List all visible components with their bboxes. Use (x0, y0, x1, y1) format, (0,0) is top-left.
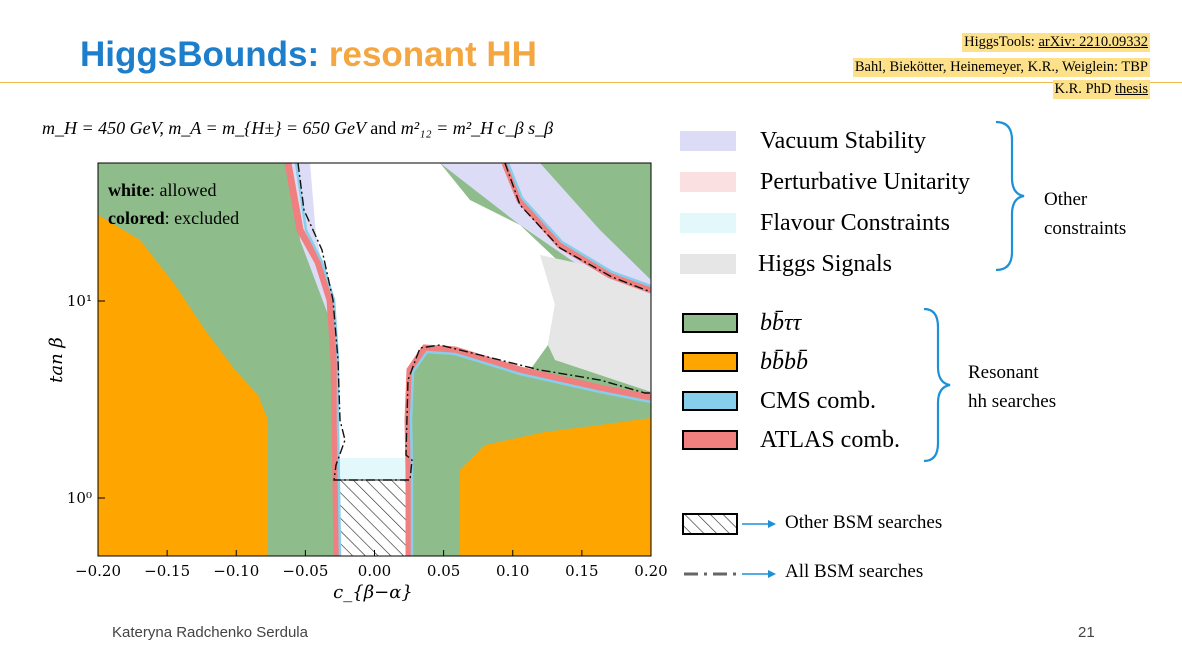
legend-swatch (680, 130, 736, 151)
y-tick-label: 10⁰ (67, 489, 92, 507)
annotation-colored: colored (108, 208, 165, 228)
brace-label-line: Resonant (968, 362, 1039, 383)
legend-label: Perturbative Unitarity (760, 168, 970, 195)
thesis-link[interactable]: thesis (1114, 81, 1148, 97)
cms-contour-left (294, 163, 342, 556)
allowed-region (310, 163, 555, 480)
x-tick-label: −0.05 (282, 562, 328, 580)
x-tick-label: −0.20 (75, 562, 121, 580)
legend-item: Perturbative Unitarity (680, 161, 970, 202)
hatch-icon (682, 513, 738, 535)
formula-and: and (370, 118, 397, 138)
slide-title: HiggsBounds: resonant HH (80, 32, 537, 78)
bbbb-region-right (460, 418, 651, 556)
brace-label-line: Other (1044, 189, 1088, 210)
x-tick-label: −0.10 (213, 562, 259, 580)
arxiv-link[interactable]: arXiv: 2210.09332 (1038, 34, 1148, 50)
title-part-1: HiggsBounds: (80, 35, 320, 74)
legend-label: bb̄ττ (760, 309, 802, 336)
legend-swatch (680, 171, 736, 192)
legend-swatch (682, 429, 738, 450)
other-constraints-label: Other constraints (1044, 185, 1126, 243)
atlas-contour-right (404, 344, 651, 556)
brace-other-icon (995, 120, 1025, 272)
reference-prefix: K.R. PhD (1054, 81, 1115, 97)
legend-swatch (682, 312, 738, 333)
legend-label: ATLAS comb. (760, 426, 900, 453)
reference-line-2: Bahl, Biekötter, Heinemeyer, K.R., Weigl… (852, 58, 1150, 77)
formula-mh: m_H = 450 GeV (42, 118, 160, 138)
all-bsm-label: All BSM searches (785, 561, 924, 582)
legend-swatch (682, 351, 738, 372)
reference-line-1: HiggsTools: arXiv: 2210.09332 (962, 33, 1150, 52)
footer-author: Kateryna Radchenko Serdula (112, 624, 308, 641)
annotation-colored-text: : excluded (164, 208, 240, 228)
legend-label: Higgs Signals (758, 250, 893, 277)
legend-item: ATLAS comb. (682, 420, 900, 459)
resonant-searches-label: Resonant hh searches (968, 358, 1056, 416)
parameter-formula: m_H = 450 GeV, m_A = m_{H±} = 650 GeV an… (42, 118, 554, 138)
annotation-white: white (108, 180, 150, 200)
legend-item: Vacuum Stability (680, 120, 970, 161)
arrow-right-icon (742, 520, 776, 528)
brace-label-line: constraints (1044, 218, 1127, 239)
x-axis-label: c_{β−α} (333, 582, 413, 603)
header-rule (0, 82, 1182, 83)
y-tick-label: 10¹ (67, 292, 92, 310)
higgs-signals-region (540, 255, 651, 392)
x-tick-label: 0.20 (634, 562, 667, 580)
brace-resonant-icon (923, 307, 951, 463)
legend-swatch (680, 253, 736, 274)
legend-swatch (680, 212, 736, 233)
legend-searches: bb̄ττ bb̄bb̄ CMS comb. ATLAS comb. (682, 303, 900, 459)
cms-contour-right (409, 350, 651, 556)
legend-swatch (682, 390, 738, 411)
legend-label: CMS comb. (760, 387, 877, 414)
atlas-contour-left (284, 163, 341, 556)
legend-item: CMS comb. (682, 381, 900, 420)
legend-label: bb̄bb̄ (760, 348, 808, 375)
title-part-2: resonant HH (328, 35, 537, 74)
legend-item: bb̄ττ (682, 303, 900, 342)
x-tick-label: 0.10 (496, 562, 529, 580)
y-axis-ticks: 10¹ 10⁰ (67, 292, 105, 507)
all-bsm-contour (297, 163, 651, 481)
legend-constraints: Vacuum Stability Perturbative Unitarity … (680, 120, 970, 284)
formula-ma: m_A = m_{H±} = 650 GeV (168, 118, 366, 138)
other-bsm-hatched-region (337, 479, 409, 556)
atlas-contour-top (501, 163, 651, 294)
annotation-white-text: : allowed (150, 180, 217, 200)
legend-item: bb̄bb̄ (682, 342, 900, 381)
x-tick-label: −0.15 (144, 562, 190, 580)
dashdot-line-icon (684, 572, 736, 576)
x-tick-label: 0.15 (565, 562, 598, 580)
y-axis-label: tan β (46, 337, 67, 383)
x-axis-ticks: −0.20 −0.15 −0.10 −0.05 0.00 0.05 0.10 0.15 0.20 (75, 550, 668, 580)
reference-prefix: HiggsTools: (964, 34, 1039, 50)
legend-label: Flavour Constraints (760, 209, 950, 236)
formula-m12: m²₁₂ = m²_H c_β s_β (400, 118, 554, 138)
brace-label-line: hh searches (968, 391, 1057, 412)
legend-item: Higgs Signals (680, 243, 970, 284)
legend-label: Vacuum Stability (760, 127, 926, 154)
x-tick-label: 0.05 (427, 562, 460, 580)
exclusion-plot: −0.20 −0.15 −0.10 −0.05 0.00 0.05 0.10 0.15 0.20… (46, 162, 668, 603)
cms-contour-top (506, 163, 651, 288)
other-bsm-label: Other BSM searches (785, 512, 943, 533)
page-number: 21 (1078, 624, 1095, 641)
legend-item: Flavour Constraints (680, 202, 970, 243)
bbbb-region-left (98, 215, 268, 556)
all-bsm-contour (504, 163, 651, 293)
x-tick-label: 0.00 (358, 562, 391, 580)
reference-line-3: K.R. PhD thesis (1052, 80, 1150, 99)
arrow-right-icon (742, 570, 776, 578)
plot-annotation: white: allowed colored: excluded (108, 176, 239, 232)
